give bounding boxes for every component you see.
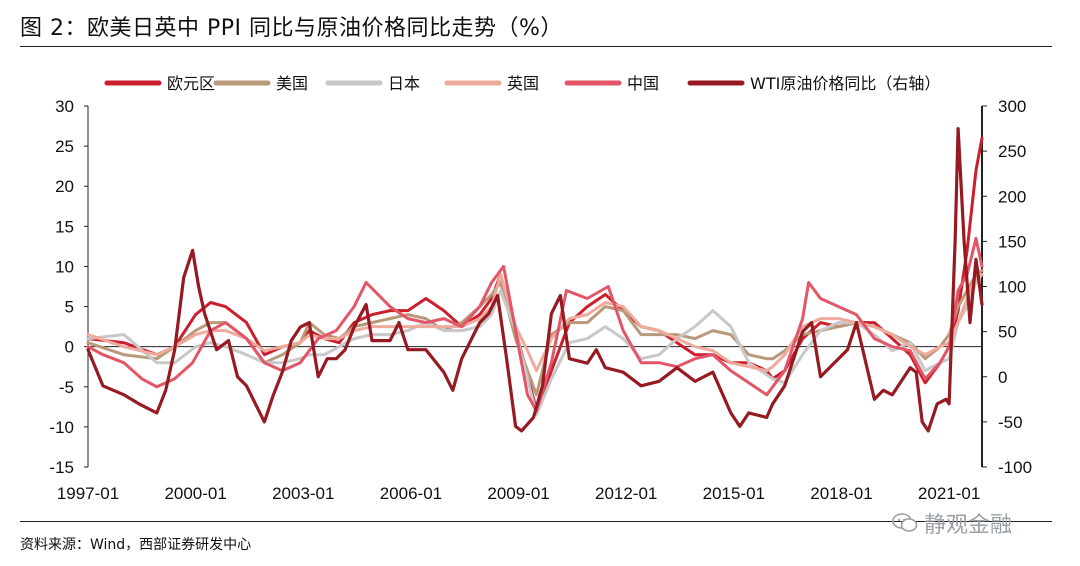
watermark: 静观金融: [892, 507, 1012, 539]
y-tick-label-left: 25: [55, 137, 74, 156]
y-tick-label-left: 10: [55, 257, 74, 276]
series-line-3: [86, 273, 984, 373]
y-tick-label-right: 250: [998, 142, 1026, 161]
y-tick-label-right: 50: [998, 323, 1017, 342]
axes: -15-10-5051015202530-100-500501001502002…: [49, 97, 1032, 503]
legend-label-2: 日本: [388, 74, 420, 93]
y-tick-label-right: 300: [998, 97, 1026, 116]
x-tick-label: 2006-01: [380, 484, 442, 503]
legend-label-0: 欧元区: [167, 74, 215, 93]
y-tick-label-right: -50: [998, 413, 1023, 432]
wechat-icon: [892, 513, 918, 532]
legend: 欧元区 美国 日本 英国 中国 WTI原油价格同比（右轴）: [104, 74, 940, 93]
y-tick-label-left: 15: [55, 217, 74, 236]
source-note: 资料来源：Wind，西部证券研发中心: [20, 537, 252, 553]
footer-divider: [20, 521, 1052, 522]
series-layer: [86, 127, 984, 433]
y-tick-label-right: 0: [998, 368, 1007, 387]
x-tick-label: 2015-01: [703, 484, 765, 503]
x-tick-label: 2000-01: [164, 484, 226, 503]
x-tick-label: 2003-01: [272, 484, 334, 503]
chart-title: 图 2：欧美日英中 PPI 同比与原油价格同比走势（%）: [20, 16, 563, 41]
y-tick-label-right: -100: [998, 458, 1032, 477]
x-tick-label: 2009-01: [487, 484, 549, 503]
y-tick-label-left: 0: [65, 338, 74, 357]
watermark-text: 静观金融: [924, 513, 1013, 538]
y-tick-label-left: -15: [49, 458, 74, 477]
x-tick-label: 2012-01: [595, 484, 657, 503]
series-line-5: [86, 127, 984, 433]
y-tick-label-left: -10: [49, 418, 74, 437]
y-tick-label-right: 200: [998, 187, 1026, 206]
y-tick-label-right: 100: [998, 278, 1026, 297]
series-line-1: [86, 269, 984, 397]
series-line-4: [86, 236, 984, 413]
y-tick-label-left: 30: [55, 97, 74, 116]
y-tick-label-left: -5: [59, 378, 74, 397]
y-tick-label-left: 20: [55, 177, 74, 196]
legend-label-4: 中国: [627, 74, 659, 93]
legend-label-1: 美国: [276, 74, 308, 93]
legend-label-3: 英国: [507, 74, 539, 93]
title-divider: [20, 46, 1052, 47]
legend-label-5: WTI原油价格同比（右轴）: [750, 74, 940, 93]
x-tick-label: 1997-01: [57, 484, 119, 503]
x-tick-label: 2021-01: [918, 484, 980, 503]
y-tick-label-right: 150: [998, 232, 1026, 251]
x-tick-label: 2018-01: [810, 484, 872, 503]
y-tick-label-left: 5: [65, 298, 74, 317]
